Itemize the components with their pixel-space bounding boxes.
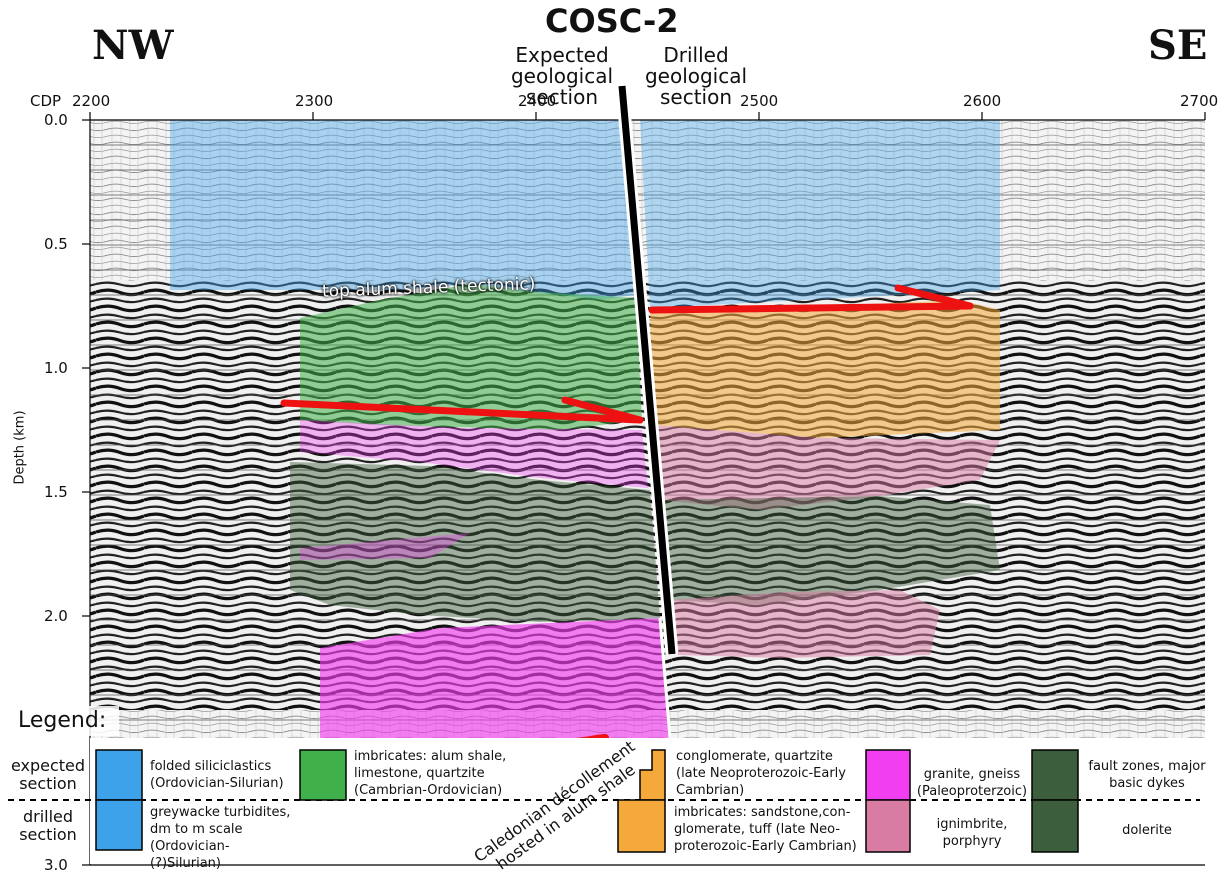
x-axis-prefix: CDP <box>30 92 62 110</box>
thrust-arrow-lower <box>280 396 644 424</box>
direction-nw-label: NW <box>92 22 174 69</box>
expected-section-boundary <box>658 617 672 739</box>
figure-title: COSC-2 <box>545 2 679 40</box>
direction-se-label: SE <box>1148 22 1208 69</box>
drilled-dolerite-zone <box>660 496 1000 605</box>
legend-row-drilled: drilled section <box>19 807 77 844</box>
expected-section-caption: Expected geological section <box>510 43 614 109</box>
x-tick-label: 2200 <box>72 92 111 110</box>
legend-label-greywacke-turbidites: greywacke turbidites, dm to m scale (Ord… <box>150 805 291 871</box>
y-tick-marks <box>82 119 90 866</box>
legend-label-granite-gneiss: granite, gneiss (Paleoproterzoic) <box>916 767 1028 799</box>
drilled-ignimbrite-zone <box>652 425 1000 510</box>
borehole-line <box>618 85 676 655</box>
legend-label-conglomerate-quartzite: conglomerate, quartzite (late Neoprotero… <box>676 749 846 798</box>
drilled-ignimbrite-lower-zone <box>670 590 940 658</box>
x-tick-label: 2400 <box>518 92 557 110</box>
swatch-imbricates-alum <box>299 749 347 801</box>
swatch-folded-siliciclastics <box>95 749 143 801</box>
drilled-turbidites-zone <box>640 120 1000 308</box>
x-tick-label: 2700 <box>1180 92 1219 110</box>
expected-siliciclastics-zone <box>170 120 634 300</box>
x-tick-label: 2300 <box>295 92 334 110</box>
expected-fault-zone <box>290 462 660 622</box>
y-tick-label: 1.5 <box>44 483 68 501</box>
drilled-conglomerate-zone <box>650 300 1000 438</box>
legend-label-folded-siliciclastics: folded siliciclastics (Ordovician-Siluri… <box>150 759 284 791</box>
seismic-background-upper <box>90 120 1205 280</box>
swatch-ignimbrite <box>865 799 911 853</box>
legend-title: Legend: <box>18 708 107 733</box>
y-tick-label: 0.5 <box>44 235 68 253</box>
x-tick-label: 2500 <box>740 92 779 110</box>
expected-imbricates-zone <box>300 284 642 430</box>
y-tick-label: 0.0 <box>44 111 68 129</box>
swatch-imbricates-sandstone <box>617 799 666 853</box>
x-tick-marks <box>89 112 1206 120</box>
x-tick-label: 2600 <box>963 92 1002 110</box>
swatch-greywacke-turbidites <box>95 799 143 851</box>
expected-granite-lower-zone <box>320 618 670 738</box>
thrust-arrow-upper <box>648 284 974 314</box>
legend-label-imbricates-alum: imbricates: alum shale, limestone, quart… <box>354 749 507 798</box>
y-tick-label: 1.0 <box>44 359 68 377</box>
legend-row-expected: expected section <box>10 756 86 793</box>
legend-label-imbricates-sandstone: imbricates: sandstone,con- glomerate, tu… <box>674 805 857 854</box>
legend-label-ignimbrite: ignimbrite, porphyry <box>936 817 1008 849</box>
y-axis-label: Depth (km) <box>12 410 28 485</box>
y-tick-label: 2.0 <box>44 607 68 625</box>
drilled-section-caption: Drilled geological section <box>644 43 748 109</box>
legend-title-backdrop <box>14 706 119 736</box>
legend-label-fault-zones: fault zones, major basic dykes <box>1088 759 1206 791</box>
swatch-granite-gneiss <box>865 749 911 801</box>
legend-label-dolerite: dolerite <box>1122 823 1172 838</box>
swatch-dolerite <box>1031 799 1079 853</box>
swatch-fault-zones <box>1031 749 1079 801</box>
y-tick-label: 3.0 <box>44 856 68 874</box>
expected-granite-wedge <box>300 533 470 560</box>
expected-granite-upper-zone <box>300 420 648 488</box>
